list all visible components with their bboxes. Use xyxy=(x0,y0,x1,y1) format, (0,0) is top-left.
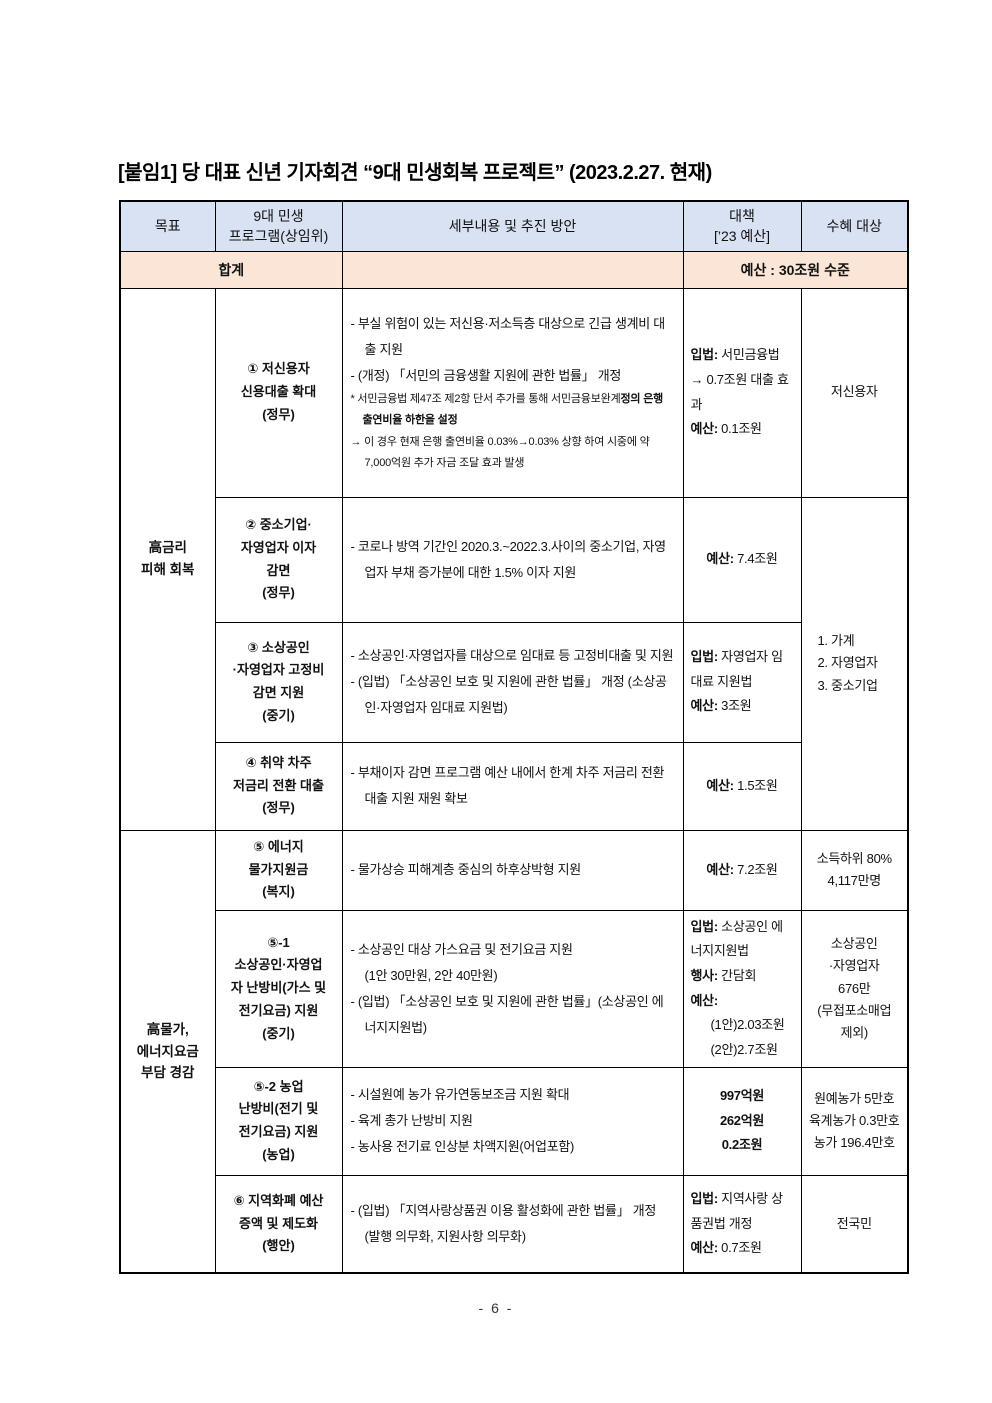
details-7: - 시설원예 농가 유가연동보조금 지원 확대 - 육계 총가 난방비 지원 -… xyxy=(341,1066,684,1176)
table-row: ⑤-1 소상공인·자영업 자 난방비(가스 및 전기요금) 지원 (중기) - … xyxy=(120,909,909,1068)
program-2: ② 중소기업· 자영업자 이자 감면 (정무) xyxy=(214,496,343,623)
measures-8: 입법: 지역사랑 상품권법 개정 예산: 0.7조원 xyxy=(682,1174,802,1274)
measure-line: (1안)2.03조원 xyxy=(710,1017,785,1033)
detail-line: - 코로나 방역 기간인 2020.3.~2022.3.사이의 중소기업, 자영… xyxy=(350,538,667,580)
measures-5: 예산: 7.2조원 xyxy=(682,829,802,911)
measure-line: 입법: 지역사랑 상품권법 개정 xyxy=(690,1190,784,1231)
program-7: ⑤-2 농업 난방비(전기 및 전기요금) 지원 (농업) xyxy=(214,1066,343,1176)
measures-1: 입법: 서민금융법 → 0.7조원 대출 효과 예산: 0.1조원 xyxy=(682,287,802,498)
project-table: 목표 9대 민생 프로그램(상임위) 세부내용 및 추진 방안 대책 [’23 … xyxy=(119,200,909,1275)
measure-line: 예산: 0.7조원 xyxy=(690,1240,762,1256)
program-1: ① 저신용자 신용대출 확대 (정무) xyxy=(214,287,343,498)
table-row: ⑤-2 농업 난방비(전기 및 전기요금) 지원 (농업) - 시설원예 농가 … xyxy=(120,1066,909,1176)
summary-row: 합계 예산 : 30조원 수준 xyxy=(119,250,909,289)
measures-3: 입법: 자영업자 임대료 지원법 예산: 3조원 xyxy=(682,621,802,743)
measure-line: 예산: 3조원 xyxy=(690,698,752,714)
detail-line: - (입법) 「지역사랑상품권 이용 활성화에 관한 법률」 개정 (발행 의무… xyxy=(350,1202,657,1244)
header-program: 9대 민생 프로그램(상임위) xyxy=(214,200,343,252)
measure-line: (2안)2.7조원 xyxy=(710,1041,778,1057)
detail-line: - 부채이자 감면 프로그램 예산 내에서 한계 차주 저금리 전환 대출 지원… xyxy=(350,765,665,806)
program-8: ⑥ 지역화폐 예산 증액 및 제도화 (행안) xyxy=(214,1174,343,1274)
measures-2: 예산: 7.4조원 xyxy=(682,496,802,623)
table-row: ② 중소기업· 자영업자 이자 감면 (정무) - 코로나 방역 기간인 202… xyxy=(120,496,909,831)
table-row: 高금리 피해 회복 ① 저신용자 신용대출 확대 (정무) - 부실 위험이 있… xyxy=(119,287,909,831)
details-2: - 코로나 방역 기간인 2020.3.~2022.3.사이의 중소기업, 자영… xyxy=(341,496,684,623)
detail-line: → 이 경우 현재 은행 출연비율 0.03%→0.03% 상향 하여 시중에 … xyxy=(350,435,650,469)
program-3: ③ 소상공인 ·자영업자 고정비 감면 지원 (중기) xyxy=(214,621,343,743)
goal-group-2: 高물가, 에너지요금 부담 경감 xyxy=(119,829,216,1274)
details-5: - 물가상승 피해계층 중심의 하후상박형 지원 xyxy=(341,829,684,911)
measure-line: 0.2조원 xyxy=(721,1137,763,1153)
program-4: ④ 취약 차주 저금리 전환 대출 (정무) xyxy=(214,741,343,831)
detail-line: - 물가상승 피해계층 중심의 하후상박형 지원 xyxy=(350,862,582,877)
details-1: - 부실 위험이 있는 저신용·저소득층 대상으로 긴급 생계비 대출 지원 -… xyxy=(341,287,684,498)
summary-label: 합계 xyxy=(119,250,343,289)
detail-line: - 부실 위험이 있는 저신용·저소득층 대상으로 긴급 생계비 대출 지원 xyxy=(350,315,666,357)
beneficiary-1: 저신용자 xyxy=(800,287,909,498)
detail-line: - (개정) 「서민의 금융생활 지원에 관한 법률」 개정 xyxy=(350,367,622,383)
details-3: - 소상공인·자영업자를 대상으로 임대료 등 고정비대출 및 지원 - (입법… xyxy=(341,621,684,743)
detail-line: - 육계 총가 난방비 지원 xyxy=(350,1113,474,1129)
beneficiary-6: 소상공인 ·자영업자 676만 (무접포소매업 제외) xyxy=(800,909,909,1068)
measure-line: 입법: 자영업자 임대료 지원법 xyxy=(690,648,784,689)
table-row: ④ 취약 차주 저금리 전환 대출 (정무) - 부채이자 감면 프로그램 예산… xyxy=(120,741,908,831)
measure-line: 입법: 서민금융법 → 0.7조원 대출 효과 xyxy=(690,347,789,412)
measures-7: 997억원 262억원 0.2조원 xyxy=(682,1066,802,1176)
table-row: ⑥ 지역화폐 예산 증액 및 제도화 (행안) - (입법) 「지역사랑상품권 … xyxy=(120,1174,909,1274)
program-6: ⑤-1 소상공인·자영업 자 난방비(가스 및 전기요금) 지원 (중기) xyxy=(214,909,343,1068)
summary-empty xyxy=(341,250,684,289)
table-row: ③ 소상공인 ·자영업자 고정비 감면 지원 (중기) - 소상공인·자영업자를… xyxy=(120,621,908,743)
details-4: - 부채이자 감면 프로그램 예산 내에서 한계 차주 저금리 전환 대출 지원… xyxy=(341,741,684,831)
goal-group-1: 高금리 피해 회복 xyxy=(119,287,216,831)
detail-line: - (입법) 「소상공인 보호 및 지원에 관한 법률」(소상공인 에너지지원법… xyxy=(350,993,664,1035)
detail-line: - 농사용 전기료 인상분 차액지원(어업포함) xyxy=(350,1139,575,1155)
table-row: 高물가, 에너지요금 부담 경감 ⑤ 에너지 물가지원금 (복지) - 물가상승… xyxy=(119,829,909,1274)
beneficiary-8: 전국민 xyxy=(800,1174,909,1274)
detail-line: (1안 30만원, 2안 40만원) xyxy=(364,967,498,983)
header-measures: 대책 [’23 예산] xyxy=(682,200,802,252)
page-title: [붙임1] 당 대표 신년 기자회견 “9대 민생회복 프로젝트” (2023.… xyxy=(118,162,712,184)
detail-line: * 서민금융법 제47조 제2항 단서 추가를 통해 서민금융보완계정의 은행 … xyxy=(350,392,664,427)
measures-4: 예산: 1.5조원 xyxy=(682,741,802,831)
detail-line: - 시설원예 농가 유가연동보조금 지원 확대 xyxy=(350,1087,570,1103)
details-8: - (입법) 「지역사랑상품권 이용 활성화에 관한 법률」 개정 (발행 의무… xyxy=(341,1174,684,1274)
measure-line: 입법: 소상공인 에너지지원법 xyxy=(690,918,784,959)
measure-line: 997억원 xyxy=(719,1088,765,1104)
measure-line: 예산: 1.5조원 xyxy=(706,777,778,793)
beneficiary-5: 소득하위 80% 4,117만명 xyxy=(800,829,909,911)
measure-line: 예산: 7.2조원 xyxy=(706,861,778,877)
measure-line: 행사: 간담회 xyxy=(690,967,757,983)
detail-line: - (입법) 「소상공인 보호 및 지원에 관한 법률」 개정 (소상공인·자영… xyxy=(350,674,667,715)
detail-line: - 소상공인·자영업자를 대상으로 임대료 등 고정비대출 및 지원 xyxy=(350,648,674,663)
measures-6: 입법: 소상공인 에너지지원법 행사: 간담회 예산: (1안)2.03조원 (… xyxy=(682,909,802,1068)
beneficiary-2-4: 1. 가계 2. 자영업자 3. 중소기업 xyxy=(800,496,909,831)
details-6: - 소상공인 대상 가스요금 및 전기요금 지원 (1안 30만원, 2안 40… xyxy=(341,909,684,1068)
measure-line: 예산: xyxy=(690,992,719,1008)
measure-line: 예산: 0.1조원 xyxy=(690,421,762,437)
header-beneficiary: 수혜 대상 xyxy=(800,200,909,252)
table-header-row: 목표 9대 민생 프로그램(상임위) 세부내용 및 추진 방안 대책 [’23 … xyxy=(119,200,909,252)
detail-line: - 소상공인 대상 가스요금 및 전기요금 지원 xyxy=(350,941,573,957)
header-details: 세부내용 및 추진 방안 xyxy=(341,200,684,252)
summary-budget: 예산 : 30조원 수준 xyxy=(682,250,909,289)
header-goal: 목표 xyxy=(119,200,216,252)
measure-line: 262억원 xyxy=(719,1112,765,1128)
beneficiary-7: 원예농가 5만호 육계농가 0.3만호 농가 196.4만호 xyxy=(800,1066,909,1176)
page-number: - 6 - xyxy=(478,1300,514,1316)
measure-line: 예산: 7.4조원 xyxy=(706,551,778,567)
program-5: ⑤ 에너지 물가지원금 (복지) xyxy=(214,829,343,911)
